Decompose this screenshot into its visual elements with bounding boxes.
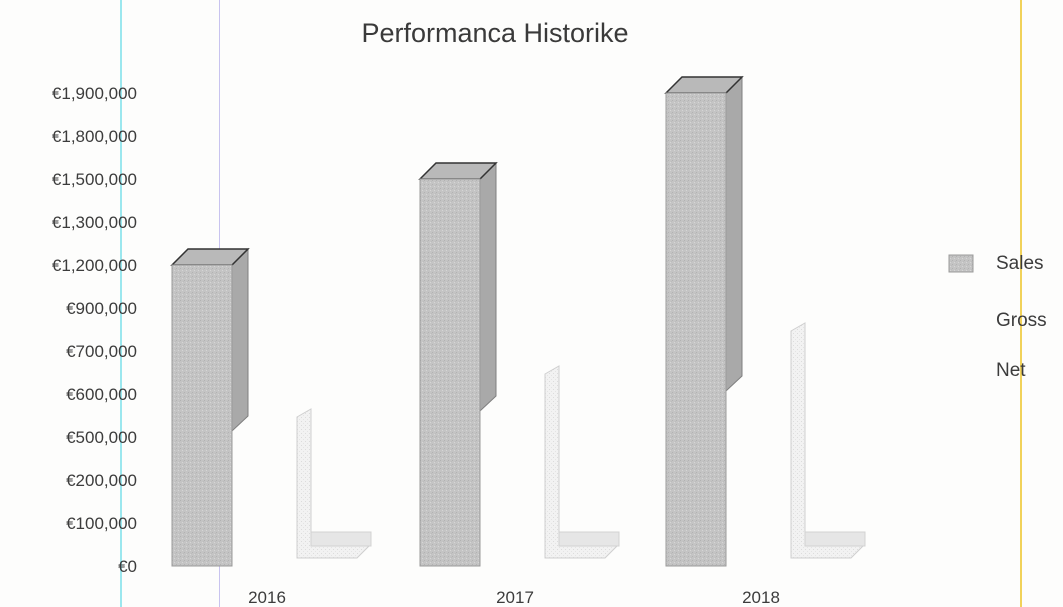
y-tick-label: €700,000 (66, 342, 137, 361)
net-bar (558, 531, 620, 547)
sales-bar-side (231, 247, 249, 433)
legend-label: Net (996, 360, 1026, 381)
y-tick-label: €1,200,000 (52, 256, 137, 275)
guide-line-yellow (1020, 0, 1022, 607)
x-tick-label: 2018 (742, 588, 780, 607)
sales-bar-side (479, 161, 497, 413)
legend-swatch-sales (948, 254, 974, 273)
net-bar (804, 531, 866, 547)
net-bar (310, 531, 372, 547)
x-axis: 2016 2017 2018 (248, 588, 780, 607)
sales-bar (419, 178, 481, 567)
y-tick-label: €0 (118, 557, 137, 576)
x-tick-label: 2016 (248, 588, 286, 607)
y-axis: €0 €100,000 €200,000 €500,000 €600,000 €700,0… (52, 84, 137, 576)
y-tick-label: €100,000 (66, 514, 137, 533)
legend-label: Sales (996, 253, 1044, 274)
sales-bar-side (725, 75, 743, 393)
y-tick-label: €1,300,000 (52, 213, 137, 232)
legend: Sales Gross Net (948, 253, 1047, 381)
y-tick-label: €200,000 (66, 471, 137, 490)
sales-bar (665, 92, 727, 567)
y-tick-label: €1,900,000 (52, 84, 137, 103)
gross-bar (790, 322, 866, 559)
chart-title: Performanca Historike (361, 18, 628, 48)
y-tick-label: €900,000 (66, 299, 137, 318)
y-tick-label: €1,800,000 (52, 127, 137, 146)
x-tick-label: 2017 (496, 588, 534, 607)
y-tick-label: €500,000 (66, 428, 137, 447)
gross-bar (544, 365, 620, 559)
sales-bar (171, 264, 233, 567)
y-tick-label: €1,500,000 (52, 170, 137, 189)
bars (170, 75, 866, 567)
guide-line-cyan (120, 0, 122, 607)
y-tick-label: €600,000 (66, 385, 137, 404)
legend-label: Gross (996, 310, 1047, 331)
